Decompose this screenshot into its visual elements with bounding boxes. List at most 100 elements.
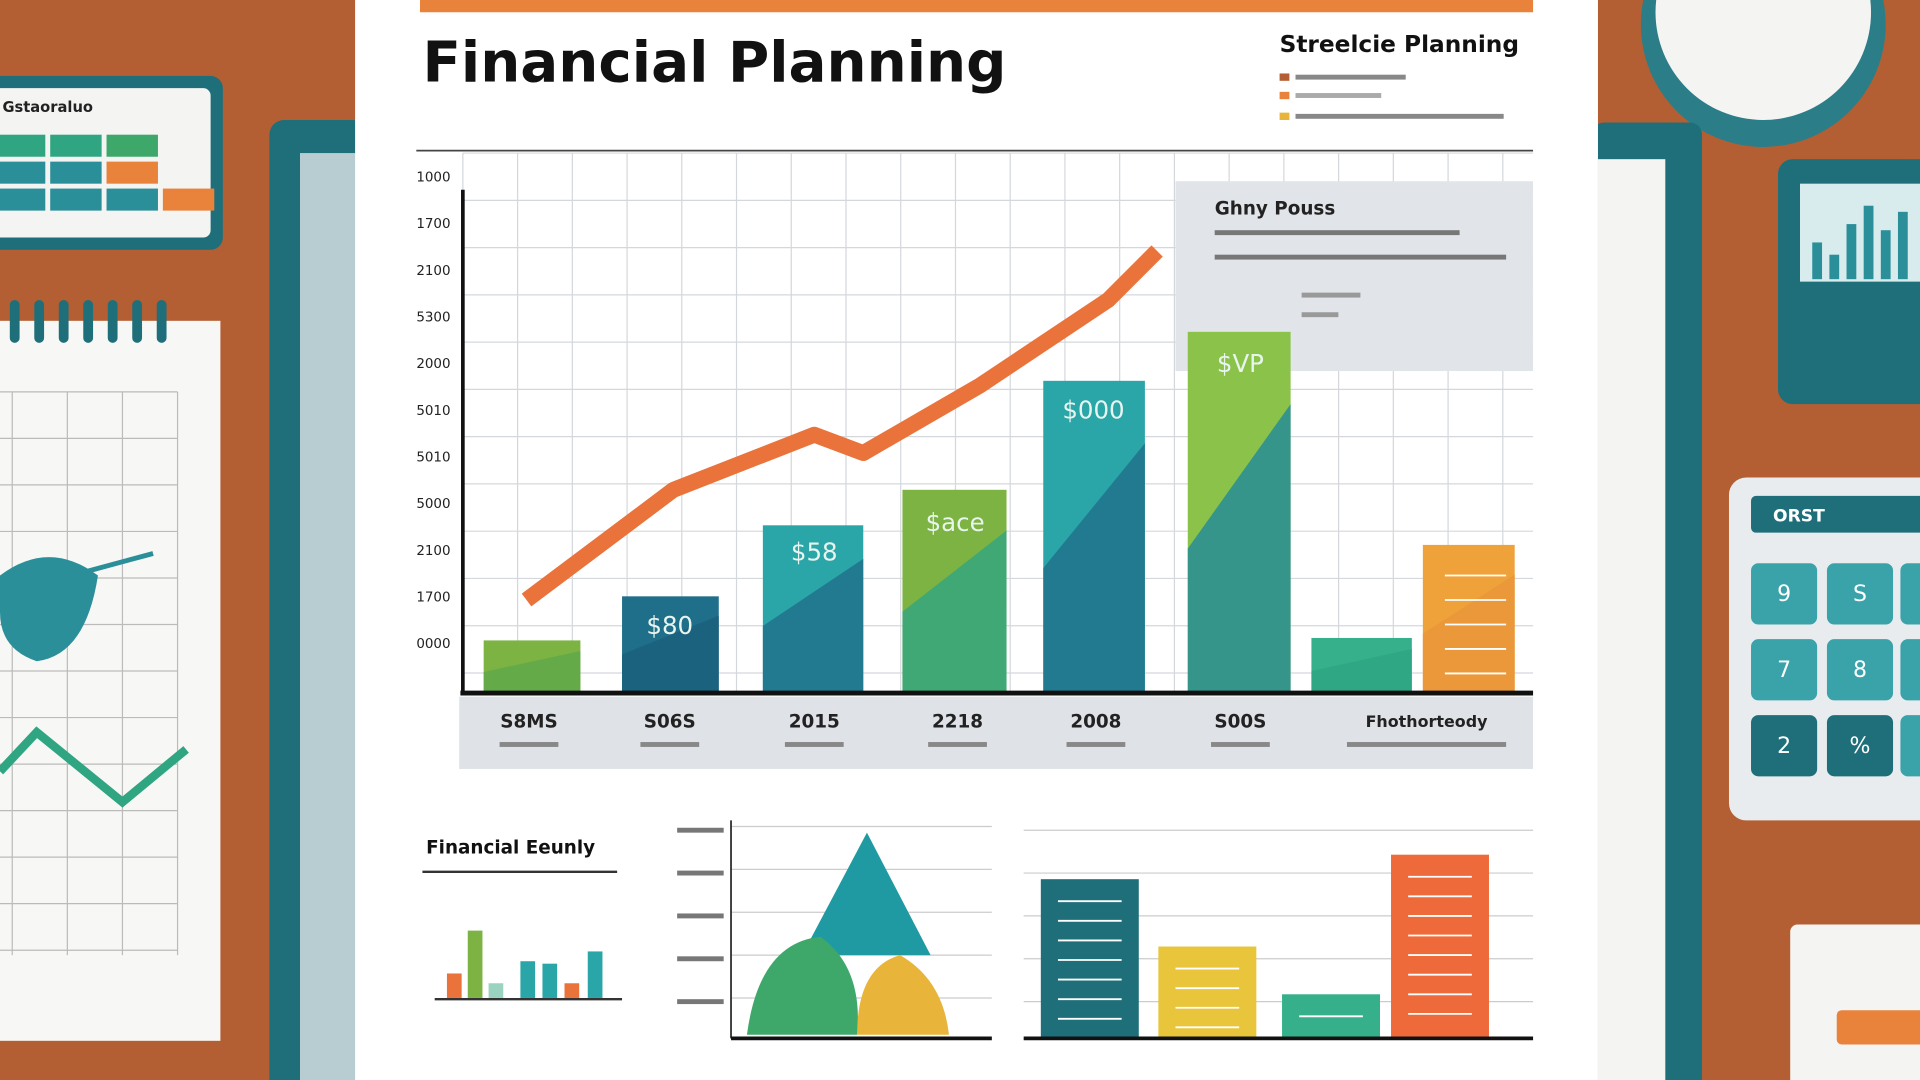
y-label: 5300 [416,311,450,326]
calculator-keys: 9 S 7 8 2% [1751,563,1920,777]
info-scribble [1301,312,1339,318]
calculator-display [1751,495,1920,533]
bar-shade [1311,648,1412,694]
paper-top-bar [420,0,1534,13]
mid-y-scribble [677,956,724,962]
small-bar [446,973,462,998]
x-label: 2218 [932,711,983,732]
x-label: 2015 [789,711,840,732]
x-sublabel-scribble [928,742,987,747]
info-box-title: Ghny Pouss [1215,198,1336,219]
page-subtitle: Streelcie Planning [1280,31,1519,58]
x-sublabel-scribble [1066,742,1126,747]
device-bar [1812,242,1823,280]
calculator-key [1900,639,1920,701]
calculator-key [1751,715,1818,777]
ring [156,300,167,343]
label-band [459,696,1534,769]
x-sublabel-scribble [640,742,700,747]
device-bar [1897,211,1908,280]
bar-shade [1187,404,1291,694]
calculator-display-text: ORST [1773,507,1825,527]
x-label: S8MS [500,711,558,732]
calculator-key-label: 9 [1777,582,1791,607]
x-sublabel-scribble [499,742,559,747]
calculator-key [1900,563,1920,625]
y-label: 5010 [416,404,450,419]
calculator-key [1751,563,1818,625]
bar-label: $58 [791,537,838,566]
notebook [0,320,221,1041]
x-label: 2008 [1070,711,1121,732]
mid-y-scribble [677,913,724,919]
calculator-key-label: S [1853,582,1867,607]
cell [106,161,158,184]
cell [50,134,102,157]
bottom-bar [1391,854,1489,1039]
mid-y-scribble [677,870,724,876]
notebook-rings [9,300,167,343]
cell [162,188,215,211]
legend-swatch [1279,91,1290,100]
mountain-green [746,936,858,1035]
note-card [1790,924,1920,1080]
cell [0,134,46,157]
small-bars [434,930,623,1001]
bottom-bar [1158,946,1257,1039]
x-sublabel-scribble [1346,742,1507,747]
calculator-key-label: 8 [1853,658,1867,683]
calculator-key-label: 7 [1777,658,1791,683]
ring [58,300,69,343]
bar-shade [1043,443,1145,694]
small-bar [542,963,558,998]
mountain-yellow [857,955,949,1035]
notebook-shape [0,557,98,662]
bar-label: $ace [926,508,985,537]
bottom-bar [1040,879,1139,1039]
calculator-key-label: % [1850,734,1871,759]
y-label: 1700 [416,590,450,605]
trend-line [521,245,1163,607]
calculator-key [1826,639,1894,701]
y-label: 1000 [416,171,450,186]
cell [50,188,102,211]
cell [106,188,158,211]
main-bars: $80 $58 $ace $000 $VP [483,331,1515,694]
ring [83,300,94,343]
device-bar [1880,230,1891,280]
bar-shade [483,650,581,694]
page-title: Financial Planning [422,31,1006,96]
right-sheet [1597,159,1666,1080]
y-label: 5010 [416,450,450,465]
cell [0,161,46,184]
info-scribble [1301,292,1361,298]
cell [50,161,102,184]
small-bar [467,930,483,998]
small-bar [520,961,536,998]
bottom-panel-title: Financial Eeunly [426,838,595,859]
axis-labels: 1000 1700 2100 5300 2000 5010 5010 5000 2100 1700… [416,171,1507,747]
left-card-cells [0,134,215,211]
calculator-key [1826,715,1894,777]
note-card-bar [1836,1010,1920,1045]
clock-face [1655,0,1871,120]
calculator-key [1900,715,1920,777]
cell [106,134,158,157]
info-scribble [1214,230,1460,236]
legend-swatch [1279,73,1290,81]
mid-y-scribble [677,827,724,833]
bottom-right-bars [1023,829,1534,1039]
y-label: 2100 [416,544,450,559]
bar-shade [902,530,1007,694]
cell [0,188,46,211]
info-scribble [1214,254,1507,260]
device-bars [1812,205,1908,280]
x-sublabel-scribble [1211,742,1270,747]
calculator-key [1751,639,1818,701]
y-label: 2100 [416,264,450,279]
bar-shade [762,558,864,694]
y-label: 2000 [416,357,450,372]
small-bar [488,983,504,998]
